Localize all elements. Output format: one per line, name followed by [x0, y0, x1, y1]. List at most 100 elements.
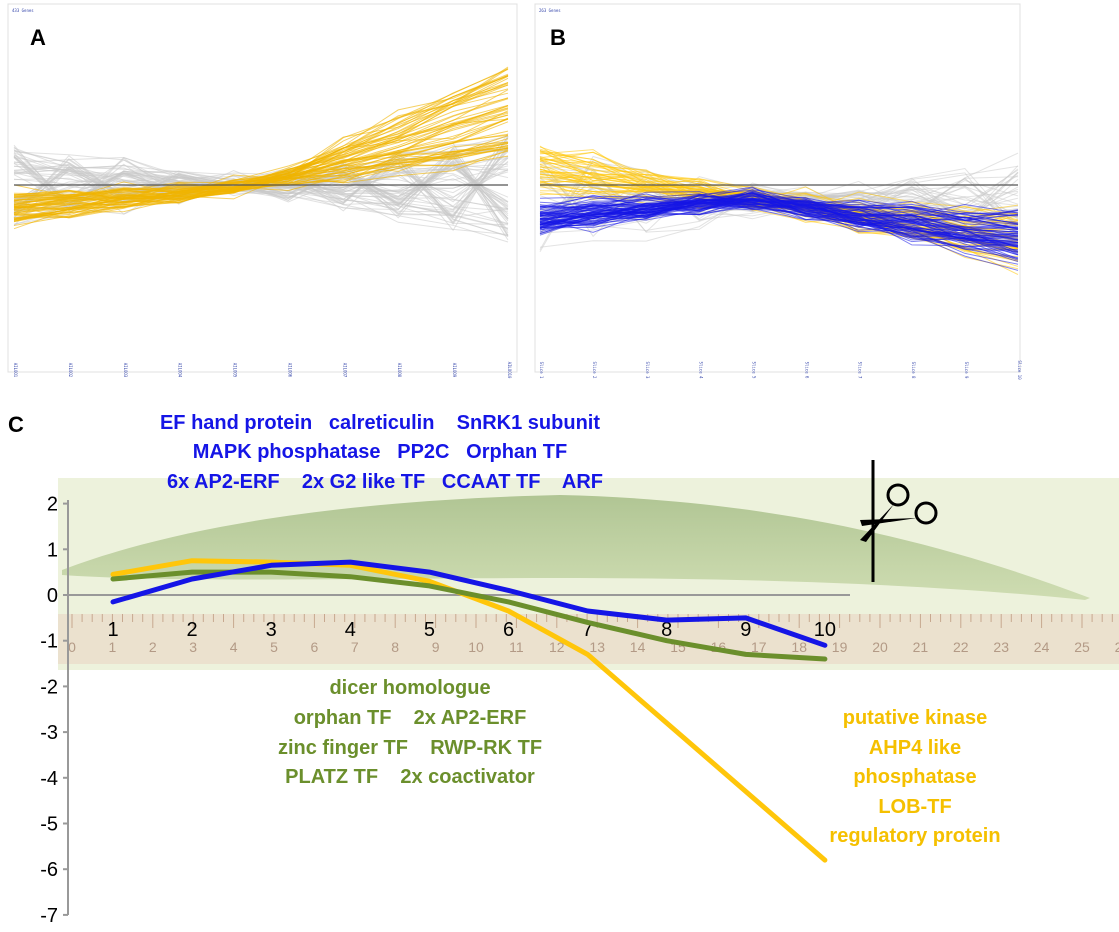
yellow-gene-annotations: putative kinase AHP4 like phosphatase LO… [829, 707, 1000, 847]
x-tick-label: 9 [740, 619, 751, 641]
y-tick-label: -1 [40, 631, 58, 653]
tiny-x-tick: AILOO5 [233, 363, 238, 378]
tiny-x-tick: AILOO1 [13, 363, 18, 378]
tiny-x-tick: Slice 3 [645, 362, 650, 379]
ruler-number: 10 [468, 639, 484, 655]
ruler-number: 3 [189, 639, 197, 655]
profile-line [539, 160, 1019, 225]
yellow-annotation-line: AHP4 like [869, 737, 961, 759]
panel-a: 433 Genes A AILOO1 AILOO2 AILOO3 AILOO4 AILO… [7, 3, 518, 379]
tiny-x-tick: AILOO9 [452, 363, 457, 378]
profile-line [13, 82, 509, 222]
profile-line [539, 201, 1019, 253]
panel-a-letter: A [30, 25, 46, 50]
x-ticks: 1 2 3 4 5 6 7 8 9 10 [107, 619, 836, 641]
y-tick-label: -4 [40, 768, 58, 790]
ruler-number: 23 [993, 639, 1009, 655]
panel-b-header: 263 Genes [539, 8, 561, 13]
ruler-numbers: 0 1 2 3 4 5 6 7 8 9 10 11 12 13 14 15 16 17 18 19 20 21 22 23 24… [68, 639, 1119, 655]
x-tick-label: 7 [582, 619, 593, 641]
ruler-number: 26 [1115, 639, 1119, 655]
green-gene-annotations: dicer homologue orphan TF 2x AP2-ERF zin… [278, 677, 542, 788]
y-tick-label: -5 [40, 814, 58, 836]
tiny-x-tick: AILOO3 [123, 363, 128, 378]
x-tick-label: 10 [814, 619, 836, 641]
panel-a-header: 433 Genes [12, 8, 34, 13]
tiny-x-tick: Slice 7 [858, 362, 863, 379]
ruler-number: 9 [432, 639, 440, 655]
panel-a-lines [13, 66, 509, 243]
tiny-x-tick: Slice 6 [805, 362, 810, 379]
y-tick-label: -2 [40, 676, 58, 698]
profile-line [539, 195, 1019, 230]
green-annotation-line: orphan TF 2x AP2-ERF [294, 707, 527, 729]
ruler-number: 19 [832, 639, 848, 655]
ruler-number: 14 [630, 639, 646, 655]
ruler-number: 11 [509, 639, 524, 655]
ruler-number: 25 [1074, 639, 1090, 655]
tiny-x-tick: Slice 5 [751, 362, 756, 379]
blue-annotation-line: EF hand protein calreticulin SnRK1 subun… [160, 412, 600, 434]
profile-line [539, 198, 1019, 223]
panel-c-letter: C [8, 412, 24, 437]
tiny-x-tick: AILOO6 [287, 363, 292, 378]
panel-c: C 0 1 2 3 4 5 6 7 8 9 10 11 12 13 14 15 16 17 18 19 20 21 22 23… [8, 412, 1119, 927]
y-ticks: 2 1 0 -1 -2 -3 -4 -5 -6 -7 [40, 494, 68, 927]
ruler-number: 6 [311, 639, 319, 655]
tiny-x-tick: AILOO4 [178, 363, 183, 378]
profile-line [539, 199, 1019, 242]
profile-line [539, 192, 1019, 240]
profile-line [13, 77, 509, 221]
y-tick-label: -3 [40, 722, 58, 744]
ruler-number: 13 [589, 639, 605, 655]
blue-annotation-line: 6x AP2-ERF 2x G2 like TF CCAAT TF ARF [167, 471, 603, 493]
profile-line [13, 135, 509, 201]
panel-a-xticks: AILOO1 AILOO2 AILOO3 AILOO4 AILOO5 AILOO6 AILO… [13, 362, 512, 379]
scissors-icon [860, 483, 938, 542]
tiny-x-tick: Slice 8 [911, 362, 916, 379]
profile-line [539, 192, 1019, 263]
ruler-number: 22 [953, 639, 969, 655]
panel-b-lines [539, 145, 1019, 275]
ruler-number: 5 [270, 639, 278, 655]
y-tick-label: -6 [40, 859, 58, 881]
profile-line [13, 105, 509, 212]
x-tick-label: 3 [266, 619, 277, 641]
panel-b: 263 Genes B Slice 1 Slice 2 Slice 3 Slice 4… [534, 3, 1022, 380]
tiny-x-tick: AILOO7 [342, 363, 347, 378]
x-tick-label: 5 [424, 619, 435, 641]
panel-b-letter: B [550, 25, 566, 50]
tiny-x-tick: Slice 4 [698, 362, 703, 379]
x-tick-label: 6 [503, 619, 514, 641]
tiny-x-tick: Slice 2 [592, 362, 597, 379]
blue-annotation-line: MAPK phosphatase PP2C Orphan TF [193, 441, 568, 463]
green-annotation-line: PLATZ TF 2x coactivator [285, 766, 535, 788]
ruler-number: 18 [791, 639, 807, 655]
yellow-annotation-line: LOB-TF [878, 796, 951, 818]
tiny-x-tick: AILOO2 [68, 363, 73, 378]
ruler-number: 21 [913, 639, 929, 655]
tiny-x-tick: AILOO8 [397, 363, 402, 378]
ruler-number: 4 [230, 639, 238, 655]
panel-c-series [110, 558, 828, 863]
profile-line [13, 164, 509, 203]
green-annotation-line: zinc finger TF RWP-RK TF [278, 737, 542, 759]
x-tick-label: 1 [107, 619, 118, 641]
profile-line [13, 97, 509, 211]
profile-line [13, 118, 509, 203]
ruler-number: 12 [549, 639, 565, 655]
y-tick-label: 2 [47, 494, 58, 516]
x-tick-label: 8 [661, 619, 672, 641]
blue-series-line [110, 559, 828, 648]
green-annotation-line: dicer homologue [329, 677, 490, 699]
y-tick-label: -7 [40, 905, 58, 927]
x-tick-label: 2 [187, 619, 198, 641]
tiny-x-tick: Slice 1 [539, 362, 544, 379]
yellow-annotation-line: putative kinase [843, 707, 988, 729]
ruler-number: 17 [751, 639, 767, 655]
ruler-number: 20 [872, 639, 888, 655]
ruler-number: 8 [391, 639, 399, 655]
ruler-number: 7 [351, 639, 359, 655]
panel-b-xticks: Slice 1 Slice 2 Slice 3 Slice 4 Slice 5 Slice… [539, 360, 1022, 380]
